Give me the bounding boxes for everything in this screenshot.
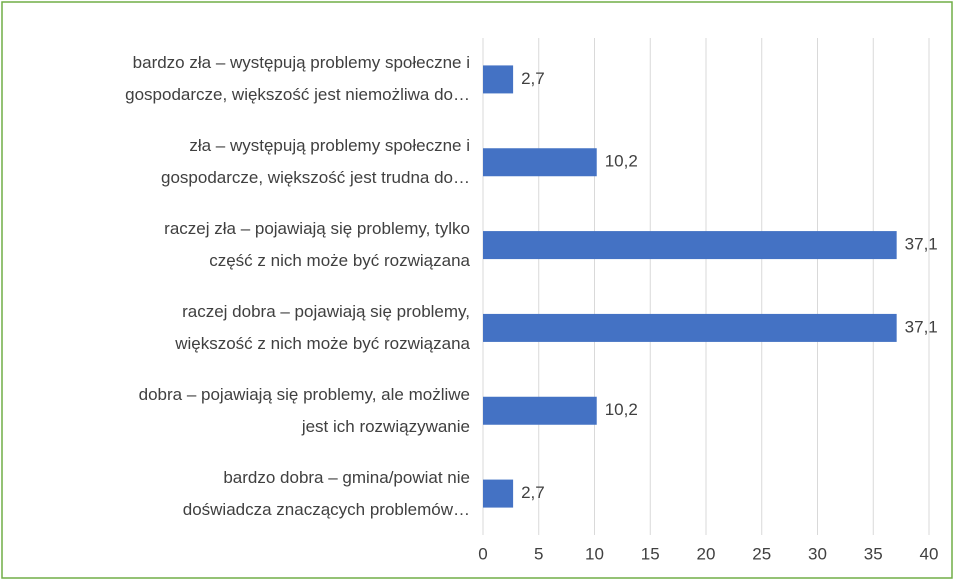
bar [483, 396, 597, 425]
value-label: 37,1 [905, 317, 938, 336]
x-tick-label: 0 [478, 544, 487, 563]
x-tick-label: 10 [585, 544, 604, 563]
bar [483, 231, 897, 260]
x-tick-label: 30 [808, 544, 827, 563]
x-tick-label: 20 [697, 544, 716, 563]
value-label: 10,2 [605, 400, 638, 419]
y-tick-label: raczej dobra – pojawiają się problemy, w… [175, 301, 470, 353]
y-tick-label: raczej zła – pojawiają się problemy, tyl… [164, 219, 470, 271]
x-tick-label: 25 [752, 544, 771, 563]
x-tick-label: 40 [920, 544, 939, 563]
bar [483, 148, 597, 177]
bar [483, 65, 514, 94]
y-tick-label: bardzo dobra – gmina/powiat nie doświadc… [182, 467, 470, 519]
bar [483, 313, 897, 342]
x-tick-label: 35 [864, 544, 883, 563]
y-tick-label: dobra – pojawiają się problemy, ale możl… [138, 384, 470, 436]
value-label: 10,2 [605, 152, 638, 171]
y-tick-label: bardzo zła – występują problemy społeczn… [125, 53, 470, 105]
x-tick-label: 5 [534, 544, 543, 563]
x-tick-label: 15 [641, 544, 660, 563]
bar [483, 479, 514, 508]
value-label: 2,7 [521, 483, 545, 502]
value-label: 37,1 [905, 235, 938, 254]
y-tick-label: zła – występują problemy społeczne i gos… [161, 136, 470, 188]
value-label: 2,7 [521, 69, 545, 88]
